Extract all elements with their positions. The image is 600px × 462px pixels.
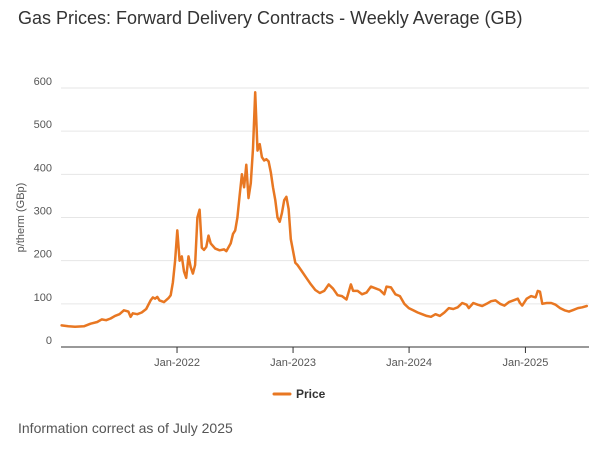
y-axis-label: p/therm (GBp) [15, 183, 27, 253]
y-tick-label: 300 [34, 206, 52, 218]
y-tick-label: 100 [34, 292, 52, 304]
grid-lines [61, 87, 589, 305]
y-tick-label: 0 [46, 335, 52, 347]
x-axis-ticks: Jan-2022 Jan-2023 Jan-2024 Jan-2025 [154, 347, 548, 369]
x-tick-label: Jan-2024 [386, 357, 432, 369]
legend-label-price: Price [296, 387, 326, 401]
x-tick-label: Jan-2022 [154, 357, 200, 369]
x-tick-label: Jan-2023 [270, 357, 316, 369]
series-line-price [60, 91, 589, 328]
y-tick-label: 600 [34, 76, 52, 88]
chart-title: Gas Prices: Forward Delivery Contracts -… [18, 8, 523, 28]
y-tick-label: 200 [34, 249, 52, 261]
x-tick-label: Jan-2025 [502, 357, 548, 369]
legend[interactable]: Price [272, 387, 326, 401]
y-tick-label: 500 [34, 119, 52, 131]
y-axis-ticks: 0 100 200 300 400 500 600 [34, 76, 52, 347]
footer-note: Information correct as of July 2025 [18, 420, 233, 436]
y-tick-label: 400 [34, 162, 52, 174]
